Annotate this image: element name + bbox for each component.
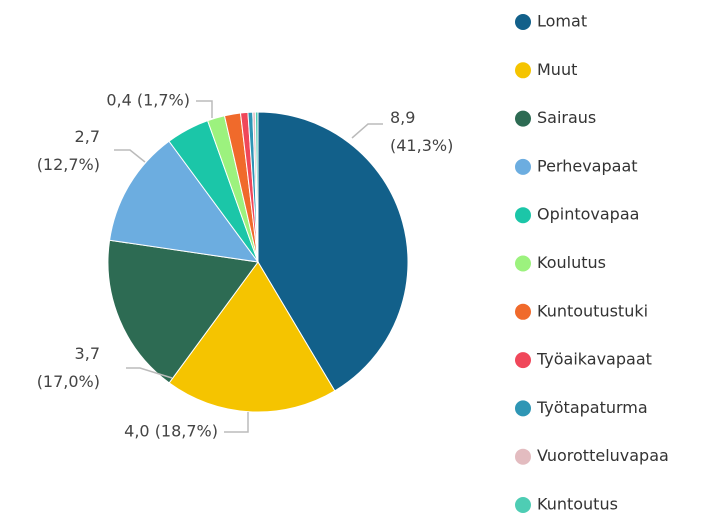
legend-marker [515,207,531,224]
leader-line [224,412,249,433]
pie-slice [254,111,259,263]
pie-slice [109,140,260,263]
pie-slice [257,111,409,392]
pie-slice [168,261,336,413]
legend-marker [515,352,531,369]
legend-label: Perhevapaat [537,156,638,175]
legend-label: Sairaus [537,108,596,127]
leader-line [114,149,146,163]
legend-label: Opintovapaa [537,205,639,224]
leader-line [196,100,213,118]
legend-marker [515,62,531,79]
legend-label: Vuorotteluvapaa [537,446,669,465]
leader-line [351,123,383,139]
data-label: 3,7 (17,0%) [37,344,100,391]
legend-marker [515,448,531,465]
legend-label: Kuntoutustuki [537,301,648,320]
legend-label: Työtapaturma [536,398,648,417]
legend-label: Työaikavapaat [536,350,652,369]
legend-marker [515,158,531,175]
legend-marker [515,303,531,320]
legend-label: Kuntoutus [537,495,618,513]
data-label: 4,0 (18,7%) [124,422,218,441]
legend-marker [515,400,531,417]
legend-marker [515,497,531,513]
leader-line [126,367,173,379]
legend-marker [515,14,531,30]
data-label: 0,4 (1,7%) [106,91,190,110]
legend-label: Koulutus [537,253,606,272]
legend-label: Lomat [537,12,587,31]
legend-marker [515,255,531,272]
legend-label: Muut [537,60,577,79]
legend-marker [515,110,531,127]
data-label: 2,7 (12,7%) [37,127,100,174]
data-label: 8,9 (41,3%) [390,108,453,155]
